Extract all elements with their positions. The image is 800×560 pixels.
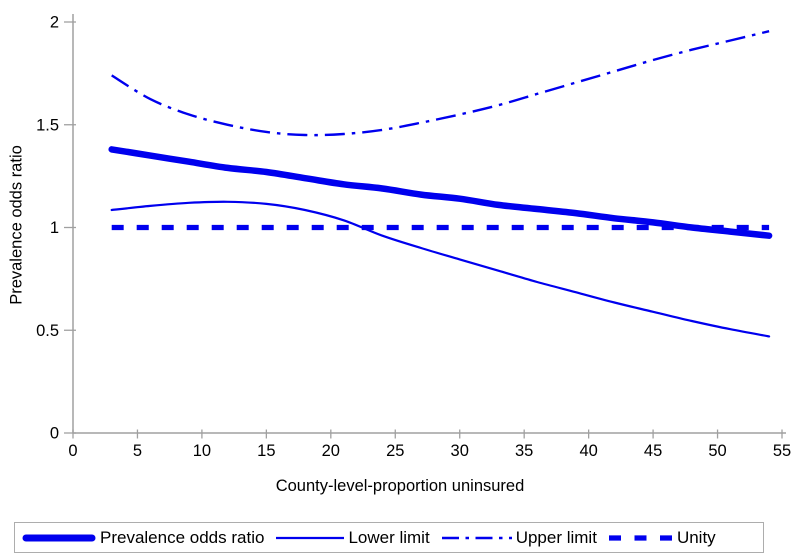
legend-item-unity: Unity — [608, 528, 716, 548]
x-tick-label: 45 — [644, 442, 662, 460]
legend-label: Prevalence odds ratio — [100, 527, 265, 547]
x-tick-label: 30 — [451, 442, 469, 460]
thick-solid-line-icon — [22, 534, 96, 541]
x-tick-label: 20 — [322, 442, 340, 460]
x-tick-label: 5 — [133, 442, 142, 460]
y-tick-label: 0 — [50, 425, 59, 443]
x-tick-label: 15 — [257, 442, 275, 460]
legend-item-lower-limit: Lower limit — [275, 527, 430, 548]
x-tick-label: 40 — [579, 442, 597, 460]
y-axis-title: Prevalence odds ratio — [7, 145, 26, 305]
y-tick-label: 1 — [50, 219, 59, 237]
series-path-prevalence-odds-ratio — [108, 146, 773, 239]
thick-dashed-line-icon — [608, 534, 672, 541]
y-tick-label: 2 — [50, 14, 59, 32]
x-tick-label: 35 — [515, 442, 533, 460]
legend: Prevalence odds ratio Lower limit Upper … — [14, 522, 764, 553]
legend-label: Lower limit — [348, 527, 430, 547]
series-path-upper-limit — [111, 30, 770, 137]
legend-label: Upper limit — [515, 527, 597, 547]
legend-item-prevalence-odds-ratio: Prevalence odds ratio — [21, 528, 264, 548]
x-tick-label: 0 — [68, 442, 77, 460]
x-tick-label: 10 — [193, 442, 211, 460]
y-tick-label: 1.5 — [36, 116, 59, 134]
x-tick-label: 50 — [708, 442, 726, 460]
legend-label: Unity — [676, 527, 716, 547]
thin-solid-line-icon — [276, 536, 345, 539]
x-axis-title: County-level-proportion uninsured — [275, 477, 525, 495]
x-tick-label: 55 — [773, 442, 791, 460]
y-tick-label: 0.5 — [36, 322, 59, 340]
x-tick-label: 25 — [386, 442, 404, 460]
legend-item-upper-limit: Upper limit — [441, 528, 597, 548]
series-path-lower-limit — [110, 200, 771, 338]
chart-svg: 0 5 10 15 20 25 30 35 40 45 50 55 0 0.5 1 1.5 2 — [36, 14, 791, 461]
dash-dot-line-icon — [441, 536, 512, 539]
